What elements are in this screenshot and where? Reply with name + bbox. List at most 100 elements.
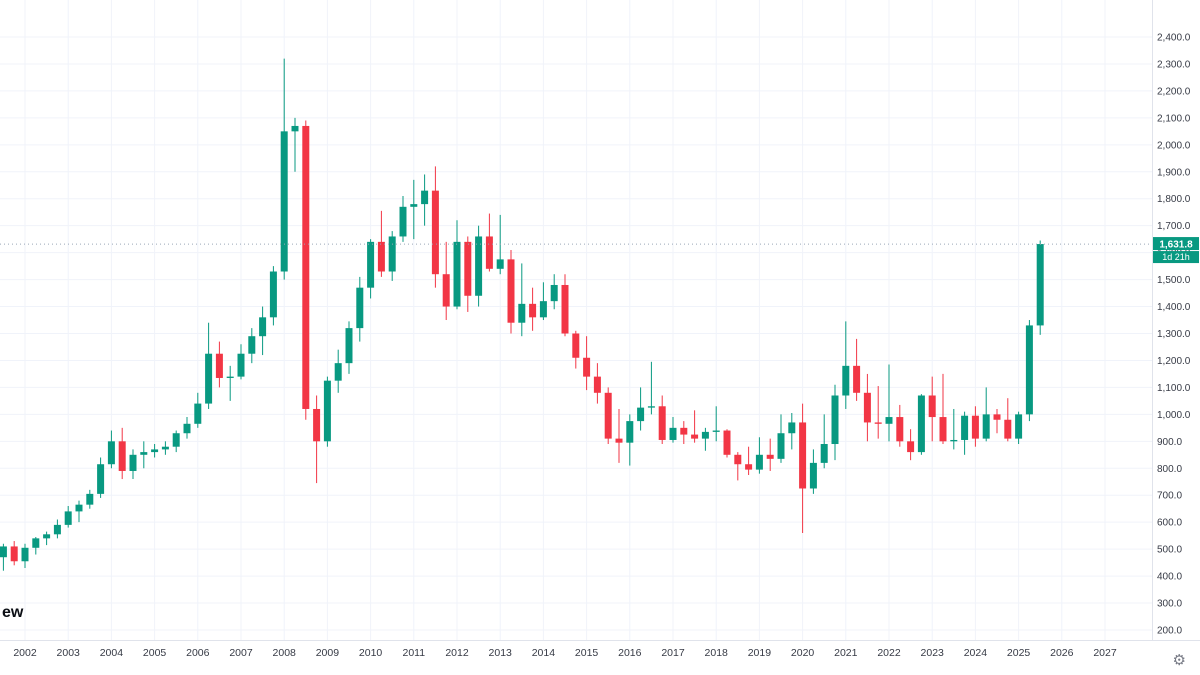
candle [982,387,990,442]
candle [183,417,191,439]
candle [399,196,407,242]
candle [593,363,601,404]
year-tick-label: 2002 [13,647,37,659]
candle-body [777,433,785,459]
price-tick-label: 400.0 [1157,572,1182,583]
candle [32,537,40,555]
candle-body [626,421,634,443]
candle [356,276,364,342]
current-price-box [1153,237,1199,251]
candle [64,506,72,528]
candle [658,395,666,445]
candle-body [745,464,753,470]
candle-body [183,423,191,434]
candle-body [820,444,828,463]
candle-body [10,546,18,562]
candle-body [421,190,429,205]
year-tick-label: 2015 [575,647,599,659]
candle [561,274,569,337]
candle [10,541,18,566]
price-axis[interactable]: 2,400.0 2,300.0 2,200.0 2,100.0 2,000.0 1,900… [1157,33,1191,637]
candle-body [1004,419,1012,439]
candle-body [43,534,51,539]
candle [442,241,450,321]
candle [777,414,785,463]
price-tick-label: 1,100.0 [1157,383,1191,394]
candle [917,394,925,455]
candle [961,411,969,455]
candle [291,117,299,172]
price-tick-label: 1,400.0 [1157,302,1191,313]
current-price-label: 1,631.81d 21h [1153,237,1199,264]
candle-body [118,441,126,471]
candle-body [205,353,213,404]
candle-body [0,546,7,558]
candle [334,349,342,393]
candle-body [863,392,871,423]
price-tick-label: 900.0 [1157,437,1182,448]
candle-body [896,417,904,442]
candle [161,441,169,455]
candle-body [853,365,861,393]
candle-body [647,406,655,408]
candle [475,225,483,307]
year-tick-label: 2027 [1093,647,1117,659]
candle [53,519,61,539]
year-tick-label: 2023 [921,647,945,659]
candle-body [788,422,796,434]
candle [453,220,461,310]
current-price-value: 1,631.8 [1159,240,1193,251]
candle [421,174,429,226]
candle-body [550,284,558,302]
candle [799,403,807,533]
candle-body [215,353,223,378]
candle [172,430,180,453]
year-tick-label: 2014 [532,647,556,659]
price-tick-label: 1,300.0 [1157,329,1191,340]
candle-body [561,284,569,334]
candle-body [831,395,839,445]
candle-body [194,403,202,424]
candle-body [529,303,537,318]
candle [863,373,871,442]
price-tick-label: 2,400.0 [1157,33,1191,44]
candle [194,392,202,428]
candle-body [928,395,936,418]
candle [637,387,645,431]
candle-body [615,438,623,443]
candle [604,387,612,445]
candle [367,239,375,299]
candle-body [453,241,461,307]
price-tick-label: 2,000.0 [1157,140,1191,151]
price-tick-label: 1,900.0 [1157,167,1191,178]
candle-body [377,241,385,272]
year-tick-label: 2020 [791,647,815,659]
candle-body [140,452,148,455]
candle [820,414,828,469]
candle [1004,398,1012,442]
candle-body [64,511,72,525]
candle [129,449,137,480]
gear-icon[interactable]: ⚙ [1172,652,1186,669]
time-axis[interactable]: 2002 2003 2004 2005 2006 2007 2008 2009 2010 2011… [13,647,1117,659]
candle-body [691,434,699,439]
price-tick-label: 1,000.0 [1157,410,1191,421]
candle [939,373,947,445]
year-tick-label: 2022 [877,647,901,659]
candle-body [961,415,969,440]
price-tick-label: 1,200.0 [1157,356,1191,367]
price-tick-label: 200.0 [1157,626,1182,637]
candle [831,384,839,461]
candle-body [496,259,504,269]
candle [626,414,634,466]
candle-body [323,380,331,442]
candle [971,406,979,447]
candle [43,531,51,546]
candle [151,444,159,458]
year-tick-label: 2021 [834,647,858,659]
candle-body [766,454,774,459]
candle [21,543,29,569]
candle-body [701,431,709,439]
candle [896,404,904,447]
